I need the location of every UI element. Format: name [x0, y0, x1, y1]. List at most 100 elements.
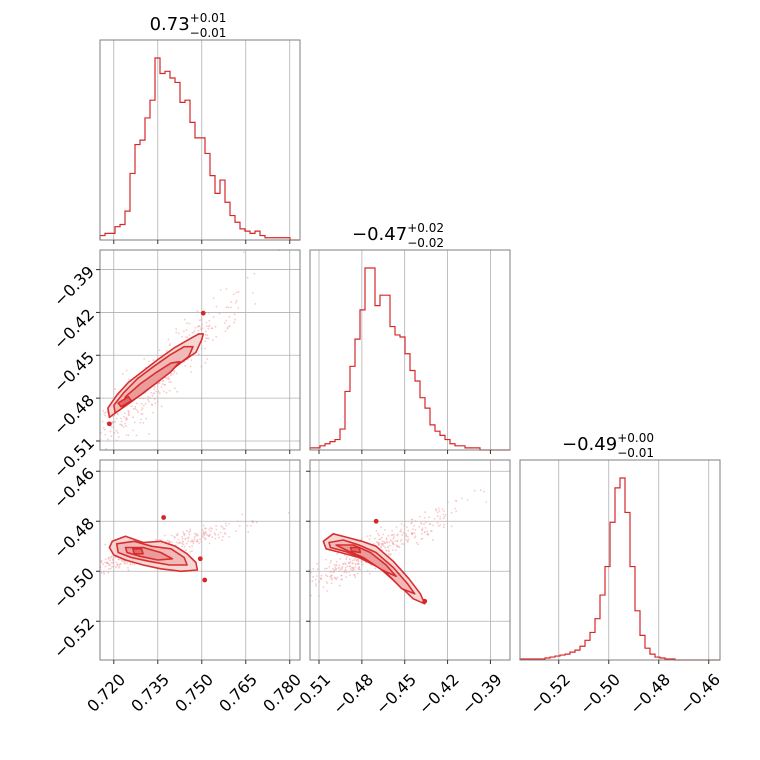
sample-point: [184, 336, 187, 338]
sample-point: [125, 369, 128, 372]
sample-point: [393, 534, 395, 536]
sample-point: [182, 531, 185, 533]
sample-point: [185, 542, 188, 545]
sample-point: [322, 586, 325, 589]
sample-point: [314, 578, 317, 581]
sample-point: [120, 558, 123, 561]
sample-point: [228, 325, 231, 327]
sample-point: [400, 543, 403, 545]
sample-point: [196, 310, 199, 312]
sample-point: [118, 566, 120, 569]
sample-point: [417, 543, 419, 546]
sample-point: [129, 561, 131, 564]
sample-point: [344, 566, 347, 569]
sample-point: [395, 544, 398, 547]
sample-point: [391, 549, 394, 551]
sample-point: [342, 563, 345, 566]
sample-point: [194, 327, 197, 329]
sample-point: [385, 549, 387, 552]
sample-point: [103, 572, 106, 575]
sample-point: [186, 322, 189, 324]
sample-point: [357, 562, 359, 565]
sample-point: [402, 531, 405, 534]
sample-point: [223, 527, 226, 530]
panel-title-minus: −0.01: [617, 446, 654, 460]
panel-frame: [99, 249, 301, 451]
sample-point: [154, 402, 157, 405]
sample-point: [184, 365, 187, 367]
panel-title: −0.49+0.00: [562, 431, 654, 455]
sample-point: [211, 536, 214, 538]
sample-point: [439, 515, 441, 518]
sample-point: [320, 574, 323, 577]
panel-frame: [309, 249, 511, 451]
sample-point: [196, 539, 199, 541]
sample-point: [405, 535, 407, 538]
sample-point: [355, 559, 358, 562]
sample-point: [418, 515, 421, 518]
sample-point: [338, 564, 341, 566]
sample-point: [421, 537, 424, 540]
sample-point: [181, 335, 183, 338]
sample-point: [208, 533, 211, 536]
sample-point: [431, 539, 434, 542]
contour-island: [197, 556, 203, 562]
sample-point: [173, 370, 176, 373]
sample-point: [332, 567, 334, 570]
sample-point: [165, 349, 168, 352]
sample-point: [192, 542, 195, 545]
sample-point: [211, 527, 214, 530]
sample-point: [400, 530, 402, 533]
sample-point: [115, 561, 118, 564]
sample-point: [389, 553, 392, 556]
contour-island: [200, 310, 206, 316]
sample-point: [127, 413, 130, 416]
density-panel-1: [96, 459, 301, 664]
sample-point: [117, 436, 120, 438]
sample-point: [341, 568, 343, 570]
sample-point: [152, 392, 155, 395]
sample-point: [188, 546, 191, 548]
sample-point: [120, 420, 123, 423]
sample-point: [155, 390, 158, 393]
sample-point: [250, 524, 252, 527]
sample-point: [414, 529, 417, 531]
sample-point: [213, 532, 216, 535]
sample-point: [192, 331, 195, 334]
sample-point: [133, 421, 136, 424]
sample-point: [334, 566, 337, 569]
sample-point: [160, 405, 163, 408]
sample-point: [333, 564, 336, 566]
sample-point: [133, 563, 136, 566]
sample-point: [168, 540, 171, 543]
sample-point: [153, 398, 156, 401]
sample-point: [204, 347, 206, 350]
sample-point: [377, 541, 379, 544]
sample-point: [330, 559, 332, 562]
sample-point: [421, 529, 424, 532]
sample-point: [117, 558, 120, 561]
sample-point: [109, 563, 112, 566]
sample-point: [189, 528, 192, 531]
sample-point: [212, 339, 214, 341]
sample-point: [104, 561, 106, 564]
sample-point: [104, 543, 106, 546]
sample-point: [228, 535, 231, 538]
sample-point: [183, 545, 186, 548]
sample-point: [158, 382, 161, 384]
sample-point: [388, 550, 390, 553]
sample-point: [215, 525, 218, 527]
sample-point: [351, 567, 354, 570]
sample-point: [349, 560, 352, 563]
sample-point: [159, 538, 161, 541]
sample-point: [346, 556, 348, 559]
sample-point: [115, 429, 118, 432]
sample-point: [161, 383, 164, 385]
sample-point: [356, 572, 359, 575]
sample-point: [339, 568, 342, 571]
sample-point: [237, 291, 240, 293]
sample-point: [443, 510, 445, 513]
sample-point: [438, 510, 441, 512]
sample-point: [186, 336, 189, 339]
sample-point: [185, 529, 188, 532]
